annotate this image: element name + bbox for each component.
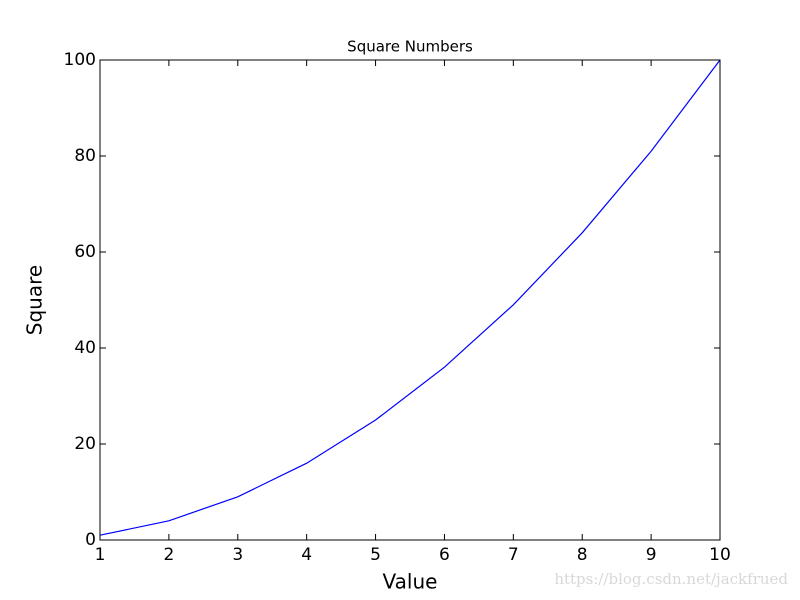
- y-tick-label: 60: [74, 242, 96, 262]
- plot-frame: [99, 59, 721, 541]
- y-tick-label: 80: [74, 146, 96, 166]
- x-tick-label: 8: [577, 545, 588, 565]
- line-series: [99, 59, 721, 536]
- x-tick-label: 3: [232, 545, 243, 565]
- watermark: https://blog.csdn.net/jackfrued: [554, 570, 788, 588]
- x-tick-label: 1: [95, 545, 106, 565]
- x-tick-label: 6: [439, 545, 450, 565]
- x-tick-label: 4: [301, 545, 312, 565]
- x-tick-label: 9: [646, 545, 657, 565]
- x-axis-label: Value: [383, 570, 438, 594]
- y-tick-label: 40: [74, 338, 96, 358]
- x-tick-label: 5: [370, 545, 381, 565]
- y-tick-label: 0: [85, 530, 96, 550]
- x-tick-label: 10: [709, 545, 731, 565]
- chart-title: Square Numbers: [347, 38, 473, 56]
- y-tick-label: 20: [74, 434, 96, 454]
- x-tick-label: 7: [508, 545, 519, 565]
- x-tick-label: 2: [163, 545, 174, 565]
- y-axis-label: Square: [23, 265, 47, 335]
- y-tick-label: 100: [64, 50, 96, 70]
